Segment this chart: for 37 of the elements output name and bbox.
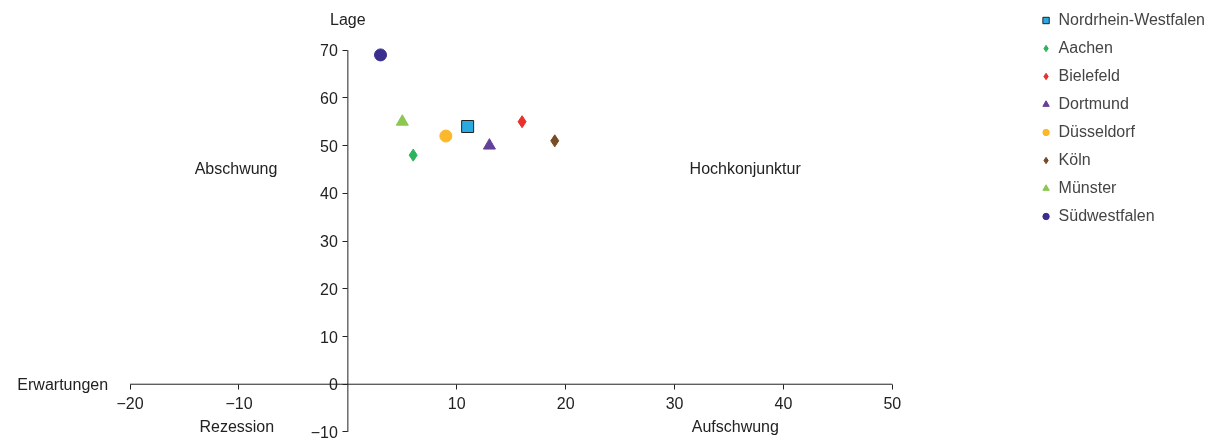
legend-label: Südwestfalen xyxy=(1058,207,1155,225)
point xyxy=(550,134,560,148)
x-axis-title: Erwartungen xyxy=(17,375,109,393)
y-tick-label: 20 xyxy=(320,280,338,298)
y-tick-label: 50 xyxy=(320,137,338,155)
annotation: Rezession xyxy=(199,417,275,435)
point xyxy=(395,114,409,126)
point xyxy=(517,115,527,129)
x-tick-label: −10 xyxy=(225,395,253,413)
point xyxy=(374,48,388,62)
legend-label: Nordrhein-Westfalen xyxy=(1058,11,1205,29)
annotation: Abschwung xyxy=(194,160,278,177)
annotation: Aufschwung xyxy=(691,417,779,435)
legend-label: Dortmund xyxy=(1058,95,1129,113)
point xyxy=(408,148,418,162)
x-tick-label: 50 xyxy=(883,395,902,413)
y-tick-label: −10 xyxy=(310,423,338,441)
x-tick-label: 30 xyxy=(665,395,684,413)
y-tick-label: 40 xyxy=(320,185,338,203)
y-tick-label: 60 xyxy=(320,89,338,107)
legend-label: Aachen xyxy=(1058,39,1113,57)
y-axis-title: Lage xyxy=(330,11,366,29)
x-tick-label: 20 xyxy=(556,395,575,413)
point xyxy=(461,120,475,133)
annotation: Hochkonjunktur xyxy=(689,160,802,177)
y-tick-label: 10 xyxy=(320,328,338,346)
point xyxy=(439,129,453,143)
legend-label: Bielefeld xyxy=(1058,67,1120,85)
legend-label: Düsseldorf xyxy=(1058,123,1136,141)
x-tick-label: −20 xyxy=(116,395,144,413)
x-tick-label: 40 xyxy=(774,395,793,413)
y-tick-label: 70 xyxy=(320,42,338,60)
x-tick-label: 10 xyxy=(447,395,466,413)
legend-label: Köln xyxy=(1058,151,1091,169)
y-tick-label: 30 xyxy=(320,233,338,251)
point xyxy=(482,138,496,150)
legend-label: Münster xyxy=(1058,179,1117,197)
